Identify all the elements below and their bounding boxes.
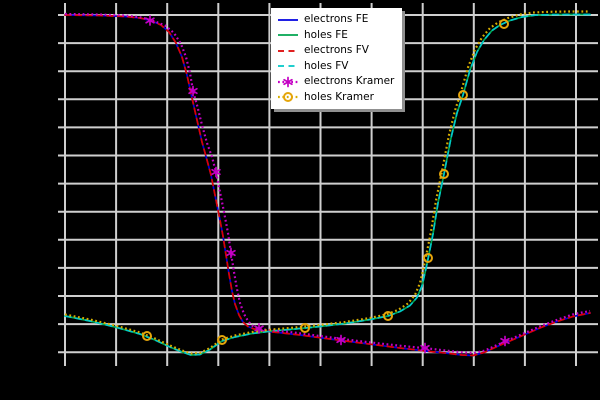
legend-label: electrons Kramer <box>304 75 395 87</box>
legend-item-electrons-fe: electrons FE <box>277 12 394 28</box>
legend-sample-line <box>278 76 298 88</box>
legend: electrons FE holes FE electrons FV holes… <box>271 8 403 109</box>
legend-label: holes FV <box>304 59 349 72</box>
legend-sample-line <box>278 49 298 52</box>
legend-item-holes-fe: holes FE <box>277 28 394 44</box>
legend-item-electrons-kramer: electrons Kramer <box>277 74 394 90</box>
legend-label: holes FE <box>304 28 348 41</box>
legend-label: electrons FV <box>304 44 369 56</box>
legend-sample-line <box>278 34 298 37</box>
legend-label: holes Kramer <box>304 90 374 103</box>
legend-item-electrons-fv: electrons FV <box>277 43 394 59</box>
legend-sample-line <box>278 65 298 68</box>
legend-sample-line <box>278 92 298 103</box>
legend-item-holes-kramer: holes Kramer <box>277 90 394 106</box>
legend-label: electrons FE <box>304 13 369 25</box>
legend-item-holes-fv: holes FV <box>277 59 394 75</box>
legend-sample-line <box>278 18 298 21</box>
